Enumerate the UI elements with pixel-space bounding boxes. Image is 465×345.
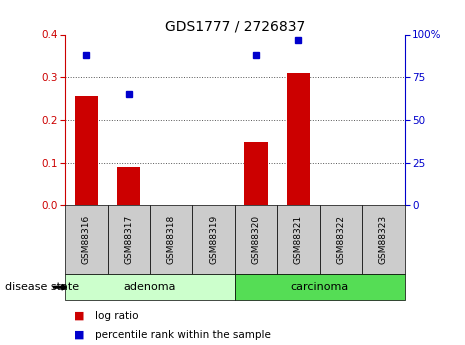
Text: adenoma: adenoma — [124, 282, 176, 292]
Text: GSM88319: GSM88319 — [209, 215, 218, 264]
Text: ■: ■ — [74, 311, 85, 321]
Text: carcinoma: carcinoma — [291, 282, 349, 292]
Text: GSM88323: GSM88323 — [379, 215, 388, 264]
Text: GSM88316: GSM88316 — [82, 215, 91, 264]
Text: GSM88321: GSM88321 — [294, 215, 303, 264]
Text: percentile rank within the sample: percentile rank within the sample — [95, 330, 271, 339]
Bar — [245, 142, 268, 205]
Text: ■: ■ — [74, 330, 85, 339]
Text: GSM88320: GSM88320 — [252, 215, 260, 264]
Title: GDS1777 / 2726837: GDS1777 / 2726837 — [165, 19, 305, 33]
Text: GSM88317: GSM88317 — [124, 215, 133, 264]
Bar — [117, 167, 140, 205]
Text: GSM88318: GSM88318 — [166, 215, 176, 264]
Bar — [75, 96, 98, 205]
Text: GSM88322: GSM88322 — [336, 215, 345, 264]
Text: log ratio: log ratio — [95, 311, 139, 321]
Bar — [287, 73, 310, 205]
Text: disease state: disease state — [5, 282, 79, 292]
